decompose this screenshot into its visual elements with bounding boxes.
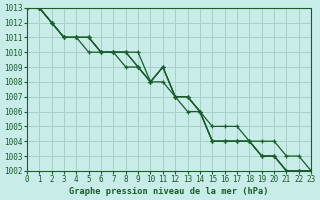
X-axis label: Graphe pression niveau de la mer (hPa): Graphe pression niveau de la mer (hPa) [69, 187, 269, 196]
